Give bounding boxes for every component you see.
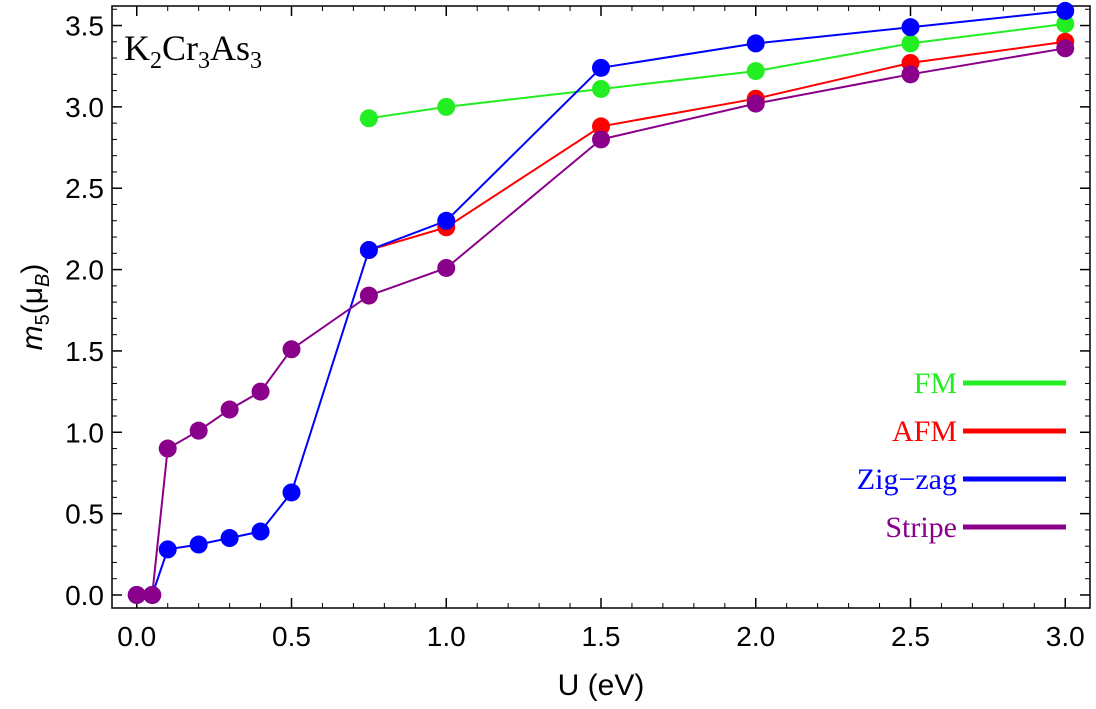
x-tick-label: 1.5 bbox=[582, 621, 621, 652]
y-tick-labels: 0.0 0.5 1.0 1.5 2.0 2.5 3.0 3.5 bbox=[65, 11, 104, 611]
y-tick-label: 0.0 bbox=[65, 580, 104, 611]
data-point-stripe bbox=[901, 65, 920, 84]
y-tick-label: 0.5 bbox=[65, 499, 104, 530]
y-title-sub-b: B bbox=[32, 274, 54, 287]
data-point-stripe bbox=[437, 258, 456, 277]
data-point-zig-zag bbox=[189, 535, 208, 554]
series-layer bbox=[127, 1, 1075, 604]
y-tick-label: 2.0 bbox=[65, 255, 104, 286]
y-axis-title: m5(μB) bbox=[16, 264, 54, 351]
y-title-sub-5: 5 bbox=[32, 314, 54, 325]
data-point-afm bbox=[592, 117, 610, 136]
data-point-zig-zag bbox=[1056, 1, 1075, 20]
data-point-zig-zag bbox=[282, 483, 301, 502]
y-tick-label: 3.5 bbox=[65, 11, 104, 42]
data-point-fm bbox=[746, 62, 765, 81]
data-point-stripe bbox=[251, 382, 270, 401]
data-point-zig-zag bbox=[901, 18, 920, 37]
compound-label: K2Cr3As3 bbox=[124, 28, 262, 74]
data-point-zig-zag bbox=[746, 34, 765, 53]
x-tick-label: 2.5 bbox=[891, 621, 930, 652]
y-tick-label: 1.5 bbox=[65, 336, 104, 367]
data-point-zig-zag bbox=[592, 58, 610, 77]
legend-label-stripe: Stripe bbox=[885, 511, 957, 544]
x-tick-label: 1.0 bbox=[427, 621, 466, 652]
y-tick-label: 3.0 bbox=[65, 92, 104, 123]
legend: FM AFM Zig−zag Stripe bbox=[857, 367, 1066, 544]
series-line-fm bbox=[368, 22, 1066, 120]
data-point-stripe bbox=[592, 130, 610, 149]
data-point-zig-zag bbox=[437, 211, 456, 230]
x-tick-labels: 0.0 0.5 1.0 1.5 2.0 2.5 3.0 bbox=[117, 621, 1084, 652]
legend-label-fm: FM bbox=[914, 367, 957, 400]
data-point-fm bbox=[1056, 14, 1075, 33]
compound-sub-2: 2 bbox=[150, 48, 162, 74]
data-point-stripe bbox=[143, 585, 162, 604]
x-tick-label: 3.0 bbox=[1046, 621, 1085, 652]
compound-cr: Cr bbox=[162, 28, 198, 68]
data-point-stripe bbox=[158, 439, 177, 458]
compound-sub-3a: 3 bbox=[198, 48, 210, 74]
data-point-zig-zag bbox=[251, 522, 270, 541]
y-tick-label: 1.0 bbox=[65, 417, 104, 448]
compound-k: K bbox=[124, 28, 150, 68]
y-title-close: ) bbox=[16, 264, 49, 274]
x-axis-title: U (eV) bbox=[558, 669, 645, 702]
x-tick-label: 2.0 bbox=[736, 621, 775, 652]
data-point-fm bbox=[359, 109, 378, 128]
data-point-zig-zag bbox=[220, 529, 239, 548]
x-tick-label: 0.5 bbox=[272, 621, 311, 652]
y-title-m: m bbox=[16, 325, 49, 350]
data-point-zig-zag bbox=[359, 241, 378, 260]
legend-label-afm: AFM bbox=[892, 415, 957, 448]
data-point-fm bbox=[437, 97, 456, 116]
data-point-fm bbox=[592, 79, 610, 98]
data-point-stripe bbox=[1056, 39, 1075, 58]
data-point-fm bbox=[901, 34, 920, 53]
compound-sub-3b: 3 bbox=[250, 48, 262, 74]
x-tick-label: 0.0 bbox=[117, 621, 156, 652]
data-point-stripe bbox=[282, 340, 301, 359]
data-point-stripe bbox=[127, 585, 146, 604]
y-tick-label: 2.5 bbox=[65, 173, 104, 204]
legend-label-zig-zag: Zig−zag bbox=[857, 463, 957, 496]
data-point-zig-zag bbox=[158, 540, 177, 559]
series-line-afm bbox=[368, 40, 1066, 252]
compound-as: As bbox=[210, 28, 250, 68]
series-line-zig-zag bbox=[136, 9, 1066, 596]
data-point-stripe bbox=[359, 286, 378, 305]
data-point-stripe bbox=[746, 94, 765, 113]
data-point-stripe bbox=[189, 421, 208, 440]
y-title-open: (μ bbox=[16, 287, 49, 314]
data-point-stripe bbox=[220, 400, 239, 419]
